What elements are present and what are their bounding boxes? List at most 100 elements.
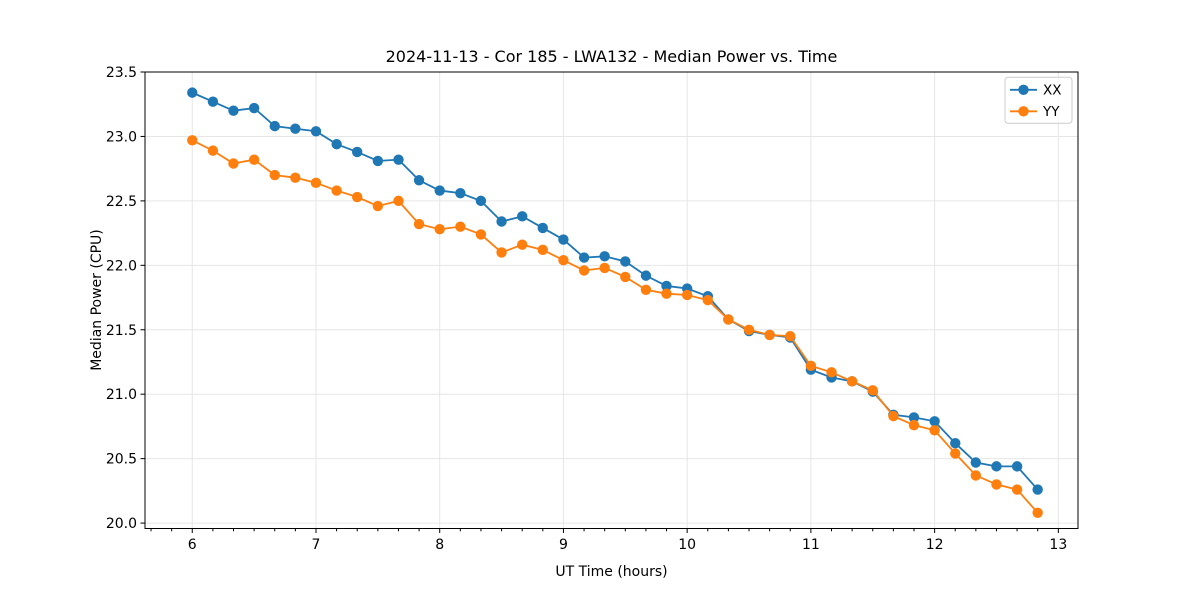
data-point [991,461,1002,472]
y-tick-label: 20.0 [106,516,137,532]
data-point [290,123,301,134]
data-point [950,437,961,449]
data-point [908,412,920,423]
series-YY-line [191,139,1039,514]
series-XX-markers [187,87,1043,495]
data-point [434,185,445,196]
x-tick-label: 10 [678,537,696,553]
legend-marker-icon [1018,84,1029,96]
data-point [290,172,301,183]
x-tick-label: 11 [802,537,820,553]
y-tick-label: 20.5 [106,452,137,468]
data-point [743,324,755,335]
data-point [455,221,466,232]
data-point [846,376,858,387]
data-point [331,185,342,196]
data-point [228,158,239,169]
data-point [1011,461,1023,472]
series-YY-markers [187,135,1043,518]
legend-label: XX [1043,83,1062,99]
legend-label: YY [1042,104,1060,120]
data-point [496,247,507,258]
data-point [723,314,734,325]
data-point [702,294,714,306]
data-point [867,385,878,396]
data-point [351,146,363,158]
x-tick-label: 6 [188,537,197,553]
legend-box [1004,76,1073,124]
data-point [393,195,404,207]
data-point [929,416,940,427]
data-point [248,102,260,114]
y-tick-label: 21.5 [106,323,137,339]
data-point [1011,484,1023,495]
x-tick-label: 12 [926,537,944,553]
data-point [351,191,363,203]
data-point [578,265,590,276]
data-point [207,145,219,156]
series-XX-line [191,91,1039,491]
x-axis-label: UT Time (hours) [555,564,668,580]
data-point [785,331,796,342]
data-point [620,271,631,283]
data-point [558,234,569,245]
x-tick-label: 8 [435,537,444,553]
data-point [475,229,487,240]
chart-title: 2024-11-13 - Cor 185 - LWA132 - Median P… [385,47,838,66]
data-point [537,222,548,234]
data-point [1032,484,1043,495]
data-point [578,252,590,263]
data-point [640,270,652,281]
data-point [908,419,920,431]
data-point [929,425,940,436]
data-point [496,216,507,227]
data-point [310,126,322,137]
y-tick-labels: 20.0 20.5 21.0 21.5 22.0 22.5 23.0 23.5 [106,65,137,532]
data-point [269,120,280,132]
data-point [661,288,672,299]
gridlines [145,71,1078,529]
data-point [991,479,1002,490]
legend-entry-XX: XX [1010,83,1062,99]
data-point [372,200,384,212]
data-point [640,284,652,296]
data-point [187,87,198,98]
y-tick-label: 23.5 [106,65,137,81]
data-point [413,218,425,230]
y-tick-label: 22.5 [106,194,137,210]
data-point [517,211,528,222]
data-point [393,154,404,165]
x-tick-label: 9 [559,537,568,553]
data-point [681,289,693,301]
data-point [599,262,610,274]
data-point [764,329,775,341]
data-point [620,256,631,267]
y-tick-label: 21.0 [106,387,137,403]
data-point [517,239,528,250]
data-point [826,367,837,378]
data-point [413,175,425,186]
data-point [599,251,610,262]
legend-marker-icon [1018,106,1029,117]
data-point [888,410,899,422]
data-point [950,448,961,459]
data-point [331,138,342,150]
x-tick-labels: 6 7 8 9 10 11 12 13 [188,537,1067,553]
data-point [187,135,198,146]
data-point [207,96,219,107]
data-point [475,195,487,207]
data-point [970,457,982,468]
y-tick-label: 22.0 [106,258,137,274]
y-tick-label: 23.0 [106,129,137,145]
data-point [228,105,239,116]
data-point [455,187,466,199]
x-tick-label: 13 [1049,537,1067,553]
x-tick-label: 7 [312,537,321,553]
legend-entry-YY: YY [1010,104,1060,120]
data-point [661,280,672,292]
data-point [269,169,280,181]
data-point [310,177,322,189]
data-point [537,244,548,256]
